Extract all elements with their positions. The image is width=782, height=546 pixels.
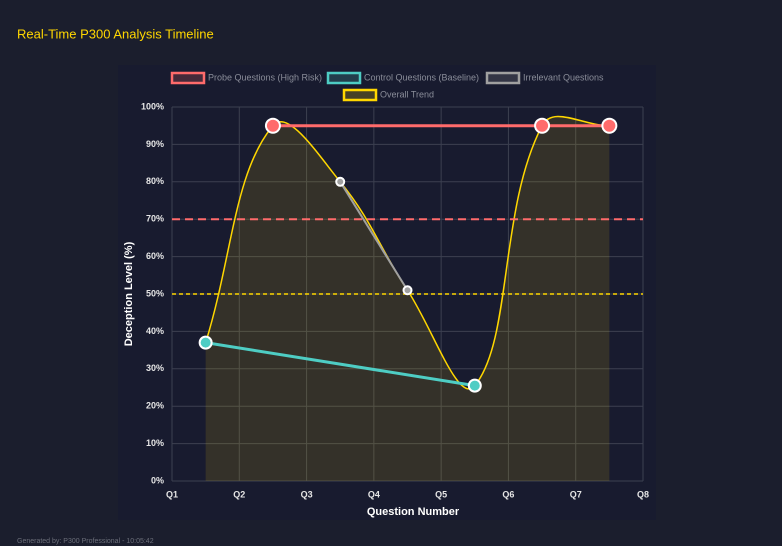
y-tick-label: 20% (146, 401, 164, 411)
y-tick-label: 90% (146, 139, 164, 149)
data-point (335, 176, 346, 187)
chart-title: Real-Time P300 Analysis Timeline (17, 26, 214, 41)
y-tick-label: 40% (146, 326, 164, 336)
x-tick-label: Q3 (301, 489, 313, 499)
x-tick-label: Q2 (233, 489, 245, 499)
chart-panel (118, 65, 656, 520)
data-point (601, 117, 618, 134)
data-point (198, 335, 213, 350)
legend-label: Irrelevant Questions (523, 72, 604, 82)
y-tick-label: 100% (141, 101, 164, 111)
series-line (339, 181, 409, 291)
y-tick-label: 80% (146, 176, 164, 186)
x-tick-label: Q7 (570, 489, 582, 499)
data-point (467, 378, 482, 393)
y-tick-label: 70% (146, 214, 164, 224)
footer: Generated by: P300 Professional - 10:05:… (17, 538, 154, 545)
legend-swatch (170, 71, 206, 85)
series-line (205, 341, 476, 388)
x-axis-title: Question Number (367, 506, 460, 518)
data-point (402, 285, 413, 296)
x-tick-label: Q8 (637, 489, 649, 499)
legend-swatch (326, 71, 362, 85)
x-tick-label: Q5 (435, 489, 447, 499)
y-tick-label: 0% (151, 475, 164, 485)
legend-label: Overall Trend (380, 89, 434, 99)
legend-swatch (485, 71, 521, 85)
y-tick-label: 60% (146, 251, 164, 261)
y-tick-label: 10% (146, 438, 164, 448)
x-tick-label: Q6 (502, 489, 514, 499)
legend-label: Control Questions (Baseline) (364, 72, 479, 82)
legend-label: Probe Questions (High Risk) (208, 72, 322, 82)
data-point (534, 117, 551, 134)
x-tick-label: Q1 (166, 489, 178, 499)
trend-area (205, 116, 610, 482)
data-point (264, 117, 281, 134)
y-axis-title: Deception Level (%) (123, 241, 135, 346)
y-tick-label: 30% (146, 363, 164, 373)
x-tick-label: Q4 (368, 489, 380, 499)
legend-swatch (342, 88, 378, 102)
y-tick-label: 50% (146, 288, 164, 298)
